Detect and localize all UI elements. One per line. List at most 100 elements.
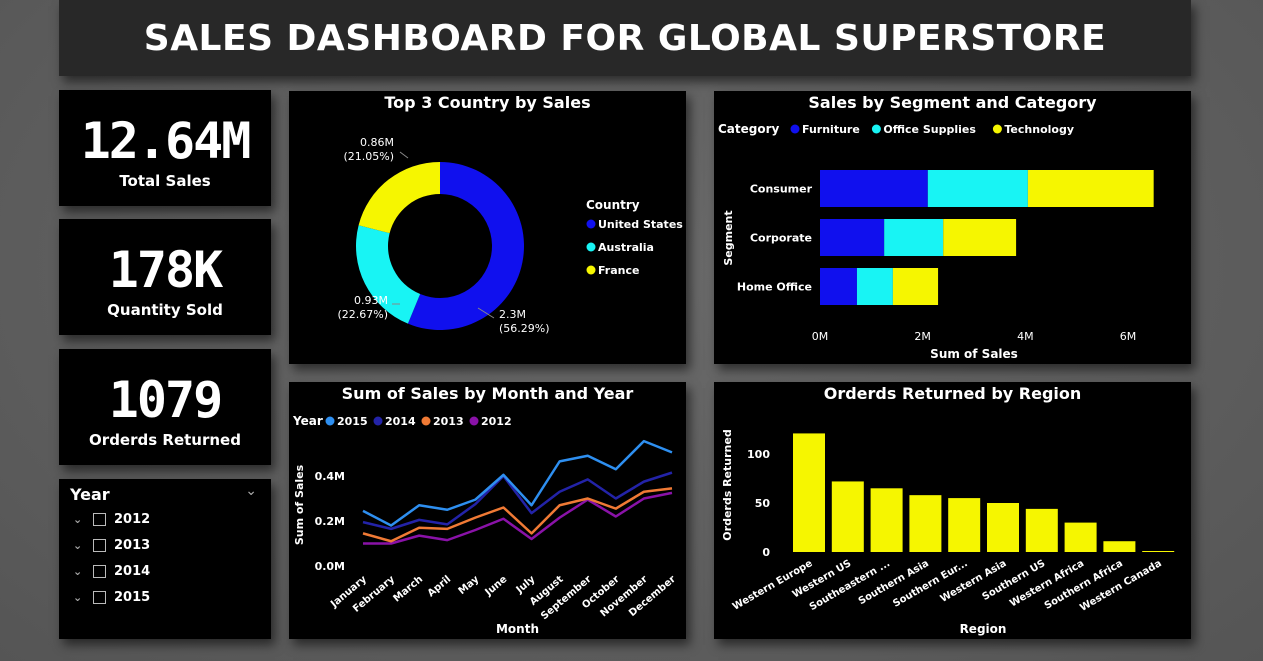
data-label-value: 0.86M (360, 136, 394, 149)
checkbox[interactable] (93, 539, 106, 552)
kpi-value: 12.64M (80, 112, 252, 170)
slicer-item-2014[interactable]: ⌄ 2014 (73, 564, 150, 579)
legend-marker (586, 265, 596, 275)
monthly-sales-chart-panel[interactable]: Sum of Sales by Month and Year Year 2015 2… (289, 382, 686, 639)
kpi-card-quantity-sold[interactable]: 178K Quantity Sold (59, 219, 271, 335)
y-axis-title: Sum of Sales (293, 464, 306, 545)
slicer-item-2013[interactable]: ⌄ 2013 (73, 538, 150, 553)
bar (1025, 508, 1058, 552)
bar (948, 498, 981, 552)
legend-label: France (598, 264, 639, 277)
donut-slice (407, 162, 524, 330)
bar (793, 433, 825, 552)
expand-chevron-icon[interactable]: ⌄ (73, 591, 83, 604)
legend-label: 2012 (481, 415, 512, 428)
line-chart[interactable]: Year 2015 2014 2013 2012 0.0M 0.2M 0.4M Sum of S… (289, 382, 686, 639)
y-tick-label: 0.2M (315, 515, 345, 528)
chart-title: Orderds Returned by Region (823, 384, 1082, 403)
x-tick-label: 2M (914, 330, 931, 343)
y-tick-label: 0.0M (315, 560, 345, 573)
kpi-card-total-sales[interactable]: 12.64M Total Sales (59, 90, 271, 206)
category-label: Consumer (750, 183, 813, 196)
bar-segment (927, 170, 1028, 207)
legend-label: 2014 (385, 415, 416, 428)
expand-chevron-icon[interactable]: ⌄ (73, 539, 83, 552)
y-tick-label: 50 (755, 497, 771, 510)
slicer-item-label: 2015 (114, 590, 151, 605)
year-slicer[interactable]: Year ⌄ ⌄ 2012 ⌄ 2013 ⌄ 2014 ⌄ 2015 (59, 479, 271, 639)
kpi-value: 1079 (108, 371, 223, 429)
x-tick-label: 0M (812, 330, 829, 343)
data-label-leader (399, 151, 409, 159)
bar-segment (820, 219, 885, 256)
legend-marker (871, 124, 881, 134)
donut-chart[interactable]: 2.3M(56.29%) 0.93M(22.67%) 0.86M(21.05%) Co… (289, 91, 686, 364)
series-line (362, 471, 673, 531)
legend-marker (421, 416, 431, 426)
returns-by-region-chart-panel[interactable]: Orderds Returned by Region 0 50 100 Orderds… (714, 382, 1191, 639)
legend-title: Category (718, 122, 780, 136)
bar-segment (820, 268, 857, 305)
legend-label: Technology (1004, 123, 1074, 136)
checkbox[interactable] (93, 513, 106, 526)
chevron-down-icon[interactable]: ⌄ (245, 483, 257, 499)
data-label-percent: (56.29%) (499, 322, 550, 335)
donut-chart-panel[interactable]: Top 3 Country by Sales 2.3M (56.29%) 0.93M… (289, 91, 686, 364)
data-label-leader (477, 307, 495, 319)
stacked-bar-chart[interactable]: Category Furniture Office Supplies Technolo… (714, 91, 1191, 364)
x-tick-label: July (514, 574, 538, 597)
legend-label: Furniture (802, 123, 860, 136)
legend-label: 2013 (433, 415, 464, 428)
data-label-value: 0.93M (354, 294, 388, 307)
legend-marker (992, 124, 1002, 134)
slicer-item-label: 2014 (114, 564, 151, 579)
slicer-title: Year (70, 485, 110, 504)
kpi-card-orders-returned[interactable]: 1079 Orderds Returned (59, 349, 271, 465)
x-tick-label: June (483, 574, 510, 599)
legend-marker (586, 219, 596, 229)
slicer-item-2012[interactable]: ⌄ 2012 (73, 512, 150, 527)
legend-marker (325, 416, 335, 426)
slicer-item-2015[interactable]: ⌄ 2015 (73, 590, 150, 605)
data-label-value: 2.3M (499, 308, 526, 321)
checkbox[interactable] (93, 591, 106, 604)
x-tick-label: 4M (1017, 330, 1034, 343)
expand-chevron-icon[interactable]: ⌄ (73, 565, 83, 578)
bar (1064, 522, 1097, 552)
kpi-label: Orderds Returned (89, 431, 241, 449)
legend-label: United States (598, 218, 683, 231)
kpi-value: 178K (108, 241, 223, 299)
bar-segment (856, 268, 893, 305)
x-tick-label: April (426, 574, 454, 600)
legend-marker (790, 124, 800, 134)
bar (909, 495, 942, 552)
bar (1103, 541, 1136, 552)
chart-title: Sum of Sales by Month and Year (341, 384, 634, 403)
donut-slice (356, 225, 421, 324)
category-label: Home Office (737, 281, 812, 294)
slicer-item-label: 2013 (114, 538, 151, 553)
y-tick-label: 0 (762, 546, 770, 559)
expand-chevron-icon[interactable]: ⌄ (73, 513, 83, 526)
legend-title: Year (292, 414, 323, 428)
legend-marker (586, 242, 596, 252)
dashboard-header: SALES DASHBOARD FOR GLOBAL SUPERSTORE (59, 0, 1191, 76)
data-label-percent: (21.05%) (343, 150, 394, 163)
donut-slice (358, 162, 440, 234)
kpi-label: Total Sales (119, 172, 211, 190)
x-tick-label: 6M (1120, 330, 1137, 343)
bar (831, 481, 864, 552)
checkbox[interactable] (93, 565, 106, 578)
bar (987, 503, 1019, 552)
data-label-percent: (22.67%) (337, 308, 388, 321)
legend-marker (469, 416, 479, 426)
x-tick-label: March (391, 574, 425, 605)
y-axis-title: Orderds Returned (721, 429, 734, 540)
legend-label: Australia (598, 241, 654, 254)
bar-segment (943, 219, 1017, 256)
segment-category-chart-panel[interactable]: Sales by Segment and Category Category Fu… (714, 91, 1191, 364)
x-tick-label: Western Asia (939, 558, 1009, 605)
category-label: Corporate (750, 232, 812, 245)
legend-label: Office Supplies (883, 123, 976, 136)
